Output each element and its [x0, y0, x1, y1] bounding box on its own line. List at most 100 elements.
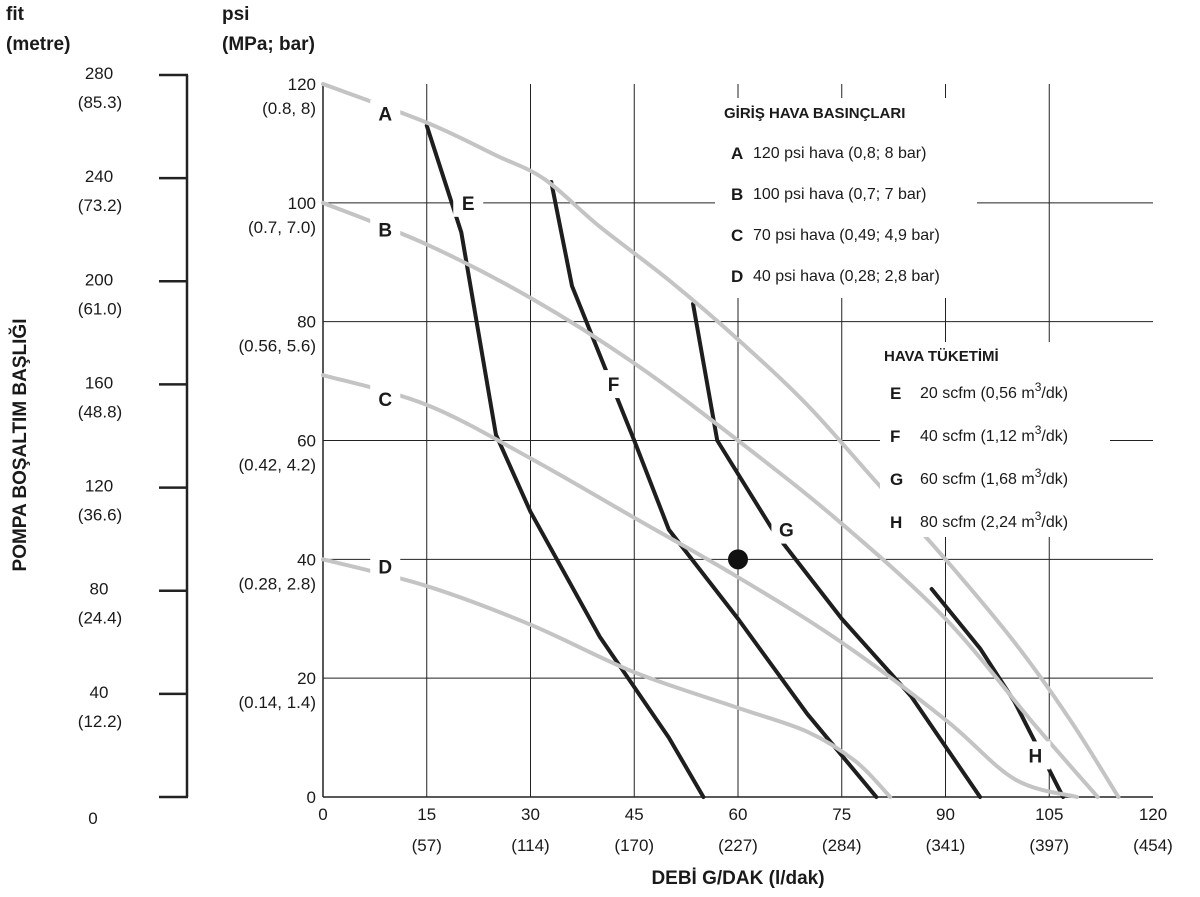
- series-label-e: E: [462, 194, 475, 215]
- feet-tick-sub-80: (24.4): [78, 609, 122, 628]
- feet-tick-label-80: 80: [90, 580, 109, 599]
- series-line-f: [549, 180, 879, 799]
- series-line-a: [321, 82, 1121, 799]
- pressure-legend-key-d: D: [731, 267, 743, 286]
- x-tick-label-75: 75: [832, 805, 851, 824]
- x-tick-sub-45: (170): [614, 836, 654, 855]
- series-line-d: [321, 557, 893, 799]
- x-tick-sub-90: (341): [926, 836, 966, 855]
- feet-tick-sub-120: (36.6): [78, 506, 122, 525]
- x-tick-sub-60: (227): [718, 836, 758, 855]
- feet-tick-label-240: 240: [85, 167, 113, 186]
- psi-tick-labels: 0 20 (0.14, 1.4) 40 (0.28, 2.8) 60 (0.42, 4.2)…: [239, 75, 317, 807]
- series-line-b: [321, 200, 1100, 799]
- feet-tick-sub-200: (61.0): [78, 299, 122, 318]
- series-label-bg-d: [370, 552, 401, 581]
- series-label-bg-a: [370, 99, 401, 128]
- y-tick-label-120: 120: [288, 75, 316, 94]
- series-label-bg-e: [453, 188, 484, 217]
- series-line-c: [321, 373, 1079, 799]
- flow-tick-labels: 0 15 (57) 30 (114) 45 (170) 60 (227) 75 (284) 90 (34…: [318, 805, 1173, 855]
- x-tick-label-30: 30: [521, 805, 540, 824]
- y-axis-title: POMPA BOŞALTIM BAŞLIĞI: [9, 319, 31, 572]
- chart-series: A B C D E F G H: [321, 82, 1121, 799]
- x-tick-label-15: 15: [417, 805, 436, 824]
- x-tick-label-120: 120: [1139, 805, 1167, 824]
- series-label-bg-f: [598, 370, 629, 399]
- air-pressure-legend: GİRİŞ HAVA BASINÇLARI A 120 psi hava (0,8…: [715, 98, 977, 298]
- air-legend-text-h: 80 scfm (2,24 m3/dk): [920, 509, 1068, 531]
- pressure-legend-text-d: 40 psi hava (0,28; 2,8 bar): [753, 268, 940, 285]
- air-legend-key-g: G: [890, 470, 903, 489]
- air-pressure-legend-title: GİRİŞ HAVA BASINÇLARI: [724, 105, 905, 122]
- x-tick-label-45: 45: [625, 805, 644, 824]
- x-tick-label-90: 90: [936, 805, 955, 824]
- air-legend-key-f: F: [890, 427, 900, 446]
- series-label-bg-g: [771, 515, 802, 544]
- pressure-legend-key-b: B: [731, 185, 743, 204]
- series-label-bg-h: [1020, 741, 1051, 770]
- air-legend-key-e: E: [890, 384, 901, 403]
- feet-unit-label: fit: [6, 4, 25, 25]
- air-legend-text-g: 60 scfm (1,68 m3/dk): [920, 466, 1068, 488]
- series-line-e: [424, 123, 706, 799]
- feet-tick-label-40: 40: [90, 683, 109, 702]
- feet-tick-label-160: 160: [85, 373, 113, 392]
- y-tick-label-80: 80: [297, 313, 316, 332]
- y-tick-label-20: 20: [297, 669, 316, 688]
- feet-scale: 0 40 (12.2) 80 (24.4) 120 (36.6) 160 (48.8) 200 (6…: [78, 64, 189, 828]
- x-tick-label-0: 0: [318, 805, 327, 824]
- y-tick-sub-100: (0.7, 7.0): [248, 218, 316, 237]
- meter-unit-label: (metre): [6, 34, 70, 55]
- air-legend-text-f: 40 scfm (1,12 m3/dk): [920, 423, 1068, 445]
- pressure-legend-key-a: A: [731, 144, 743, 163]
- air-consumption-legend-title: HAVA TÜKETİMİ: [884, 348, 999, 365]
- series-label-b: B: [378, 221, 392, 242]
- air-consumption-legend: HAVA TÜKETİMİ E 20 scfm (0,56 m3/dk) F 40 s…: [880, 342, 1110, 537]
- feet-tick-sub-240: (73.2): [78, 196, 122, 215]
- y-tick-sub-20: (0.14, 1.4): [239, 693, 317, 712]
- psi-unit-label: psi: [222, 4, 249, 25]
- x-tick-label-105: 105: [1035, 805, 1063, 824]
- y-tick-sub-60: (0.42, 4.2): [239, 456, 317, 475]
- series-label-f: F: [608, 375, 620, 396]
- x-tick-sub-75: (284): [822, 836, 862, 855]
- feet-tick-label-200: 200: [85, 270, 113, 289]
- feet-tick-sub-280: (85.3): [78, 93, 122, 112]
- y-tick-label-60: 60: [297, 432, 316, 451]
- series-label-a: A: [378, 105, 392, 126]
- feet-tick-label-120: 120: [85, 477, 113, 496]
- pressure-legend-key-c: C: [731, 226, 743, 245]
- operating-point-marker: [728, 549, 748, 570]
- air-legend-text-e: 20 scfm (0,56 m3/dk): [920, 380, 1068, 402]
- pressure-legend-text-a: 120 psi hava (0,8; 8 bar): [753, 145, 926, 162]
- air-legend-key-h: H: [890, 513, 902, 532]
- y-tick-sub-40: (0.28, 2.8): [239, 574, 317, 593]
- x-tick-sub-15: (57): [412, 836, 442, 855]
- series-label-h: H: [1029, 746, 1043, 767]
- series-label-bg-b: [370, 215, 401, 244]
- series-label-c: C: [378, 390, 392, 411]
- x-tick-sub-30: (114): [511, 836, 549, 855]
- series-label-g: G: [779, 521, 794, 542]
- x-tick-label-60: 60: [729, 805, 748, 824]
- pressure-legend-text-c: 70 psi hava (0,49; 4,9 bar): [753, 227, 940, 244]
- series-line-g: [691, 301, 983, 799]
- feet-tick-label-280: 280: [85, 64, 113, 83]
- y-tick-label-40: 40: [297, 550, 316, 569]
- series-label-bg-c: [370, 384, 401, 413]
- y-tick-sub-120: (0.8, 8): [262, 99, 316, 118]
- feet-tick-sub-160: (48.8): [78, 402, 122, 421]
- pressure-legend-text-b: 100 psi hava (0,7; 7 bar): [753, 186, 926, 203]
- y-tick-sub-80: (0.56, 5.6): [239, 337, 317, 356]
- x-tick-sub-120: (454): [1133, 836, 1173, 855]
- series-label-d: D: [378, 557, 392, 578]
- feet-tick-sub-40: (12.2): [78, 712, 122, 731]
- x-axis-title: DEBİ G/DAK (l/dak): [651, 868, 824, 889]
- y-tick-label-0: 0: [307, 788, 316, 807]
- y-tick-label-100: 100: [288, 194, 316, 213]
- x-tick-sub-105: (397): [1029, 836, 1069, 855]
- mpa-bar-unit-label: (MPa; bar): [222, 34, 315, 55]
- feet-tick-label-0: 0: [88, 809, 97, 828]
